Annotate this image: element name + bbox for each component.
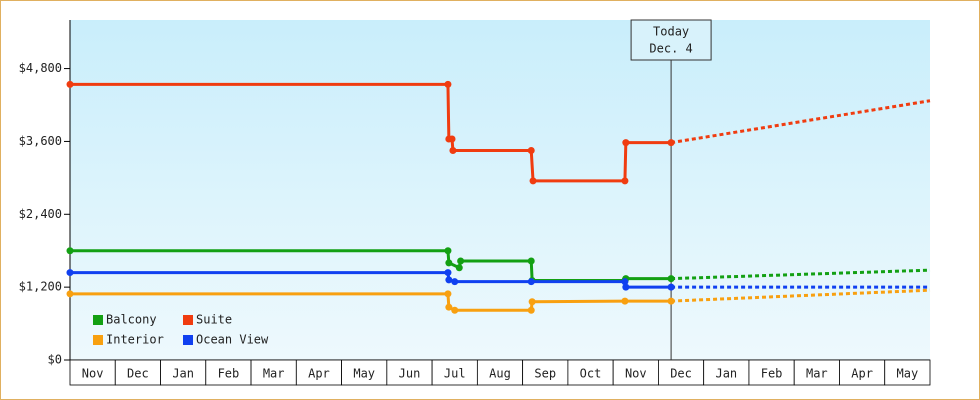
- month-cell: [658, 359, 705, 386]
- legend-label: Ocean View: [196, 333, 269, 347]
- legend-swatch: [93, 335, 103, 345]
- point: [66, 80, 74, 88]
- x-tick-label: Jan: [715, 367, 737, 381]
- point: [621, 278, 629, 286]
- month-cell: [250, 359, 297, 386]
- x-tick-label: Mar: [263, 367, 285, 381]
- point: [527, 257, 535, 265]
- point: [444, 80, 452, 88]
- x-tick-label: Dec: [670, 367, 692, 381]
- y-tick-label: $0: [48, 353, 62, 367]
- point: [444, 247, 452, 255]
- legend-label: Balcony: [106, 313, 157, 327]
- point: [444, 290, 452, 298]
- series-line: [70, 82, 672, 183]
- point: [449, 147, 457, 155]
- point: [527, 306, 535, 314]
- month-cell: [160, 359, 207, 386]
- legend-label: Suite: [196, 313, 232, 327]
- point: [622, 139, 630, 147]
- x-tick-label: Aug: [489, 367, 511, 381]
- point: [451, 306, 459, 314]
- y-tick-label: $2,400: [19, 207, 62, 221]
- point: [622, 283, 630, 291]
- month-cell: [295, 359, 342, 386]
- x-tick-label: Apr: [851, 367, 873, 381]
- point: [527, 278, 535, 286]
- point: [621, 297, 629, 305]
- y-tick-label: $3,600: [19, 134, 62, 148]
- point: [445, 259, 453, 267]
- month-cell: [884, 359, 931, 386]
- month-cell: [114, 359, 161, 386]
- point: [667, 275, 675, 283]
- month-cell: [522, 359, 569, 386]
- x-tick-label: Sep: [534, 367, 556, 381]
- month-cell: [69, 359, 116, 386]
- legend-swatch: [183, 315, 193, 325]
- month-cell: [748, 359, 795, 386]
- forecast-line: [671, 268, 931, 281]
- x-tick-label: Mar: [806, 367, 828, 381]
- point: [66, 290, 74, 298]
- point: [444, 269, 452, 277]
- x-tick-label: Feb: [218, 367, 240, 381]
- x-tick-label: Oct: [580, 367, 602, 381]
- today-label: Today: [653, 25, 689, 39]
- point: [445, 303, 453, 311]
- x-tick-label: Feb: [761, 367, 783, 381]
- x-tick-label: May: [353, 367, 375, 381]
- today-label: Dec. 4: [649, 42, 692, 56]
- month-cell: [703, 359, 750, 386]
- legend-label: Interior: [106, 333, 164, 347]
- point: [66, 269, 74, 277]
- x-tick-label: Jan: [172, 367, 194, 381]
- month-cell: [205, 359, 252, 386]
- month-cell: [341, 359, 388, 386]
- month-cell: [567, 359, 614, 386]
- month-cell: [612, 359, 659, 386]
- point: [667, 139, 675, 147]
- y-tick-label: $4,800: [19, 61, 62, 75]
- y-tick-label: $1,200: [19, 280, 62, 294]
- month-cell: [476, 359, 524, 386]
- point: [621, 177, 629, 185]
- x-tick-label: Nov: [82, 367, 104, 381]
- x-tick-label: Jun: [399, 367, 421, 381]
- month-cell: [431, 359, 478, 386]
- point: [527, 147, 535, 155]
- point: [667, 297, 675, 305]
- forecast-line: [671, 288, 931, 303]
- plot-area: [70, 20, 930, 360]
- point: [451, 278, 459, 286]
- x-tick-label: Jul: [444, 367, 466, 381]
- point: [448, 135, 456, 143]
- x-tick-label: Nov: [625, 367, 647, 381]
- month-cell: [793, 359, 840, 386]
- x-tick-label: May: [897, 367, 919, 381]
- forecast-line: [670, 99, 931, 145]
- point: [445, 276, 453, 284]
- month-cell: [386, 359, 433, 386]
- point: [529, 177, 537, 185]
- legend-swatch: [93, 315, 103, 325]
- point: [457, 257, 465, 265]
- point: [66, 247, 74, 255]
- month-cell: [839, 359, 886, 386]
- x-tick-label: Apr: [308, 367, 330, 381]
- today-box: [630, 19, 712, 61]
- point: [528, 298, 536, 306]
- legend-swatch: [183, 335, 193, 345]
- point: [455, 264, 463, 272]
- x-tick-label: Dec: [127, 367, 149, 381]
- point: [667, 283, 675, 291]
